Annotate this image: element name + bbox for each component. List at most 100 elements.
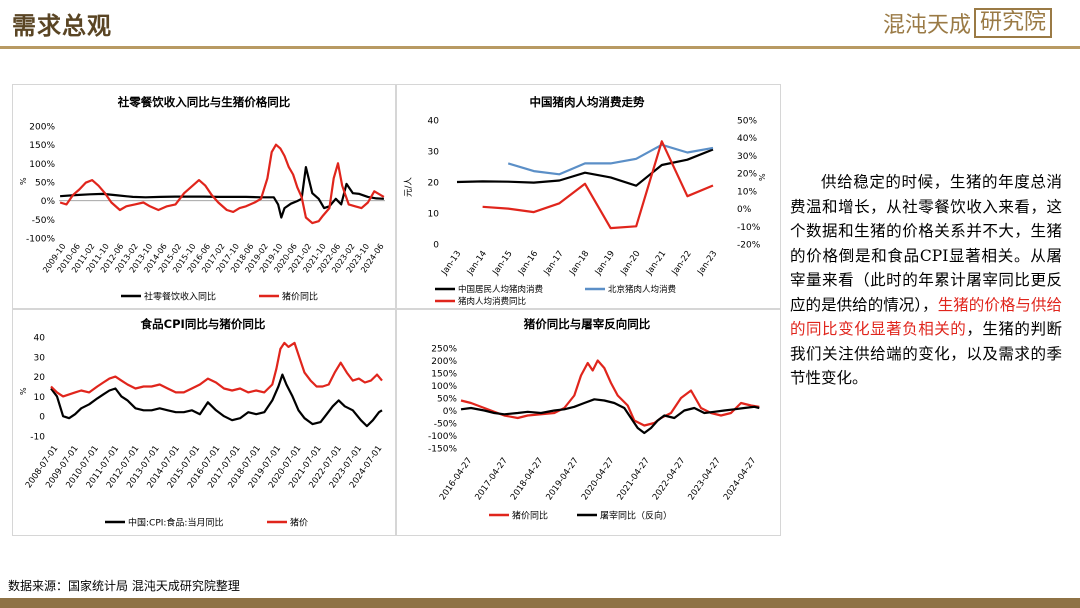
y2-tick-label: 10% <box>737 187 757 197</box>
x-tick-label: Jan-18 <box>567 249 591 278</box>
y-tick-label: -150% <box>428 445 457 455</box>
legend-label-0: 猪价同比 <box>512 510 548 522</box>
legend-label-1: 猪价 <box>290 517 308 529</box>
y2-tick-label: 40% <box>737 134 757 144</box>
legend-label-2: 猪肉人均消费同比 <box>458 296 526 307</box>
y-tick-label: 20 <box>34 373 46 383</box>
y-axis-label: % <box>19 177 28 185</box>
y-tick-label: -100% <box>26 235 55 245</box>
y2-tick-label: -20% <box>737 241 761 251</box>
series-line-1 <box>50 341 383 398</box>
x-tick-label: Jan-17 <box>542 249 566 278</box>
chart-title: 食品CPI同比与猪价同比 <box>141 317 266 331</box>
series-line-0 <box>460 359 760 427</box>
chart-panel-3: 食品CPI同比与猪价同比% 40 30 20 10 0 -10 2008-07-01 2009-… <box>12 309 396 536</box>
y-tick-label: 100% <box>431 382 457 392</box>
x-tick-label: 2021-04-27 <box>615 456 652 502</box>
series-line-1 <box>507 143 714 176</box>
y-tick-label: 50% <box>35 179 55 189</box>
company-logo: 混沌天成 研究院 <box>883 8 1052 38</box>
analysis-part1: 供给稳定的时候，生猪的年度总消费温和增长，从社零餐饮收入来看，这个数据和生猪的价… <box>790 173 1062 314</box>
header-bar: 需求总观 混沌天成 研究院 <box>0 0 1080 47</box>
x-tick-label: 2024-04-27 <box>722 456 759 502</box>
x-tick-label: Jan-15 <box>490 249 514 278</box>
y2-tick-label: 0% <box>737 205 752 215</box>
y-tick-label: 20 <box>428 179 440 189</box>
x-tick-label: Jan-20 <box>618 249 642 278</box>
y-tick-label: 250% <box>431 345 457 355</box>
legend-label-0: 社零餐饮收入同比 <box>144 291 216 303</box>
y-tick-label: 100% <box>29 160 55 170</box>
chart-title: 社零餐饮收入同比与生猪价格同比 <box>117 95 291 109</box>
logo-box-text: 研究院 <box>973 8 1052 38</box>
y-tick-label: 150% <box>29 141 55 151</box>
y2-tick-label: -10% <box>737 223 761 233</box>
footer-bar <box>0 598 1080 608</box>
y-tick-label: 0 <box>433 241 439 251</box>
y-tick-label: 200% <box>431 357 457 367</box>
y2-axis-label: % <box>758 173 767 181</box>
chart-pig-price-vs-slaughter: 猪价同比与屠宰反向同比 250% 200% 150% 100% 50% 0% -50% -100… <box>428 317 760 522</box>
y2-tick-label: 50% <box>737 117 757 127</box>
data-source: 数据来源：国家统计局 混沌天成研究院整理 <box>8 579 240 593</box>
chart-restaurant-vs-pig-price: 社零餐饮收入同比与生猪价格同比% 200% 150% 100% 50% 0% -50% -10… <box>19 95 386 303</box>
legend-label-0: 中国居民人均猪肉消费 <box>458 284 544 295</box>
series-line-2 <box>482 140 714 230</box>
y-axis-label: 元/人 <box>404 177 414 197</box>
y-tick-label: 0% <box>41 197 56 207</box>
y-tick-label: 40 <box>34 334 46 344</box>
y-tick-label: 0 <box>39 413 45 423</box>
legend-label-1: 猪价同比 <box>282 291 318 303</box>
analysis-highlight: 生猪的价格与供给的同比变化显著负相关的 <box>790 295 1062 339</box>
x-tick-label: 2018-04-27 <box>509 456 546 502</box>
series-line-0 <box>50 373 383 428</box>
x-tick-label: 2022-04-27 <box>651 456 688 502</box>
x-tick-label: 2019-04-27 <box>544 456 581 502</box>
legend-label-1: 北京猪肉人均消费 <box>608 284 677 295</box>
y-tick-label: 0% <box>443 407 458 417</box>
x-tick-label: Jan-21 <box>644 249 668 278</box>
y-tick-label: 10 <box>428 210 440 220</box>
y-tick-label: 30 <box>34 353 46 363</box>
y-tick-label: 10 <box>34 393 46 403</box>
series-line-1 <box>460 398 760 435</box>
chart-panel-4: 猪价同比与屠宰反向同比 250% 200% 150% 100% 50% 0% -50% -100… <box>396 309 781 536</box>
chart-title: 中国猪肉人均消费走势 <box>530 95 645 109</box>
x-tick-label: Jan-23 <box>695 249 719 278</box>
x-tick-label: Jan-22 <box>670 249 694 278</box>
x-tick-label: Jan-14 <box>465 249 489 278</box>
page-title: 需求总观 <box>12 11 112 40</box>
y-tick-label: -10 <box>30 433 45 443</box>
x-tick-label: Jan-13 <box>439 249 463 278</box>
series-line-0 <box>456 148 714 187</box>
x-tick-label: Jan-19 <box>593 249 617 278</box>
x-tick-label: 2020-04-27 <box>580 456 617 502</box>
x-tick-label: 2023-04-27 <box>686 456 723 502</box>
legend-label-1: 屠宰同比（反向） <box>600 510 672 522</box>
analysis-part2: ，生猪的判断我们关注供给端的变化，以及需求的季节性变化。 <box>790 320 1062 387</box>
y2-tick-label: 30% <box>737 152 757 162</box>
chart-title: 猪价同比与屠宰反向同比 <box>523 317 651 331</box>
x-tick-label: 2017-04-27 <box>473 456 510 502</box>
y-tick-label: -50% <box>434 420 458 430</box>
chart-food-cpi-vs-pig-price: 食品CPI同比与猪价同比%403020100-102008-07-012009-… <box>19 317 384 529</box>
analysis-text: 供给稳定的时候，生猪的年度总消费温和增长，从社零餐饮收入来看，这个数据和生猪的价… <box>790 170 1062 391</box>
y2-tick-label: 20% <box>737 170 757 180</box>
header-divider <box>0 46 1080 49</box>
y-axis-label: % <box>19 387 28 395</box>
y-tick-label: 40 <box>428 117 440 127</box>
series-line-1 <box>59 143 385 225</box>
y-tick-label: 30 <box>428 148 440 158</box>
y-tick-label: -100% <box>428 432 457 442</box>
chart-panel-1: 社零餐饮收入同比与生猪价格同比% 200% 150% 100% 50% 0% -50% -10… <box>12 84 396 309</box>
y-tick-label: 200% <box>29 123 55 133</box>
y-tick-label: 50% <box>437 395 457 405</box>
y-tick-label: -50% <box>32 216 56 226</box>
logo-text: 混沌天成 <box>882 13 971 38</box>
x-tick-label: 2016-04-27 <box>438 456 475 502</box>
y-tick-label: 150% <box>431 370 457 380</box>
legend-label-0: 中国:CPI:食品:当月同比 <box>128 517 223 529</box>
x-tick-label: Jan-16 <box>516 249 540 278</box>
series-line-0 <box>60 166 384 219</box>
